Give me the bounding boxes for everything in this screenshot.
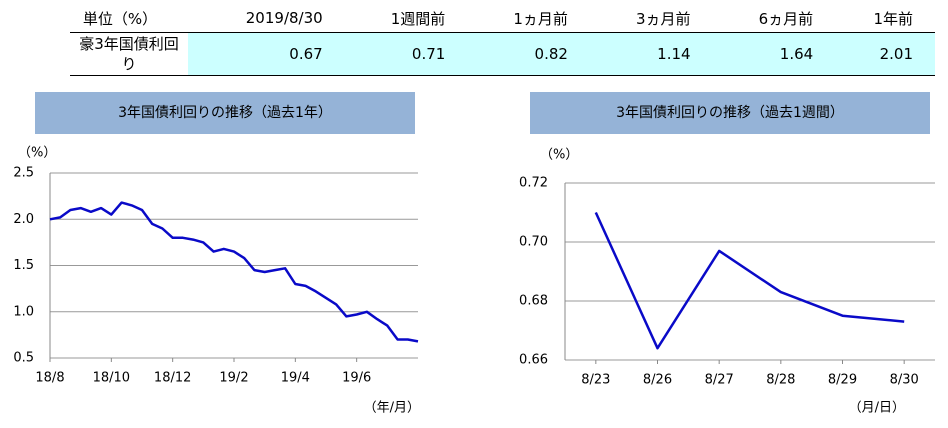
- header-row: 単位（%） 2019/8/30 1週間前 1ヵ月前 3ヵ月前 6ヵ月前 1年前: [70, 4, 935, 33]
- y-axis-label: （%）: [540, 148, 578, 163]
- x-tick-label: 18/12: [154, 371, 191, 386]
- x-tick-label: 8/23: [581, 373, 610, 388]
- x-tick-label: 19/4: [281, 371, 310, 386]
- header-cell: 6ヵ月前: [712, 4, 836, 33]
- header-cell: 1週間前: [344, 4, 468, 33]
- y-axis-label: （%）: [18, 146, 56, 161]
- y-tick-label: 0.70: [519, 235, 548, 250]
- x-tick-label: 18/8: [35, 371, 64, 386]
- x-tick-label: 8/30: [890, 373, 919, 388]
- x-tick-label: 8/27: [705, 373, 734, 388]
- header-cell: 単位（%）: [70, 4, 188, 33]
- x-tick-label: 8/28: [766, 373, 795, 388]
- y-tick-label: 2.0: [13, 212, 34, 227]
- line: [49, 201, 419, 343]
- x-tick-label: 8/29: [828, 373, 857, 388]
- chart-title: 3年国債利回りの推移（過去1年）: [118, 105, 332, 121]
- data-row: 豪3年国債利回り 0.67 0.71 0.82 1.14 1.64 2.01: [70, 32, 935, 76]
- cell: 1.64: [712, 32, 836, 76]
- y-tick-label: 0.72: [519, 176, 548, 191]
- x-tick-label: 19/6: [342, 371, 371, 386]
- cell: 0.71: [344, 32, 468, 76]
- header-cell: 3ヵ月前: [589, 4, 713, 33]
- cell: 2.01: [835, 32, 935, 76]
- cell: 0.67: [188, 32, 345, 76]
- header-cell: 2019/8/30: [188, 4, 345, 33]
- x-axis-label: （月/日）: [849, 401, 905, 416]
- row-label: 豪3年国債利回り: [70, 32, 188, 76]
- x-axis-label: （年/月）: [364, 401, 420, 416]
- x-tick-label: 18/10: [93, 371, 130, 386]
- chart-title: 3年国債利回りの推移（過去1週間）: [616, 105, 844, 121]
- x-tick-label: 8/26: [643, 373, 672, 388]
- y-tick-label: 1.0: [13, 304, 34, 319]
- yield-table: 単位（%） 2019/8/30 1週間前 1ヵ月前 3ヵ月前 6ヵ月前 1年前 …: [70, 4, 935, 76]
- title-box: [35, 92, 415, 134]
- x-tick-label: 19/2: [219, 371, 248, 386]
- y-tick-label: 2.5: [13, 166, 34, 181]
- cell: 0.82: [467, 32, 590, 76]
- y-tick-label: 0.68: [519, 294, 548, 309]
- title-box: [530, 92, 930, 134]
- y-tick-label: 0.66: [519, 353, 548, 368]
- y-tick-label: 0.5: [13, 351, 34, 366]
- header-cell: 1ヵ月前: [467, 4, 590, 33]
- header-cell: 1年前: [835, 4, 935, 33]
- cell: 1.14: [589, 32, 713, 76]
- line: [594, 211, 905, 350]
- y-tick-label: 1.5: [13, 258, 34, 273]
